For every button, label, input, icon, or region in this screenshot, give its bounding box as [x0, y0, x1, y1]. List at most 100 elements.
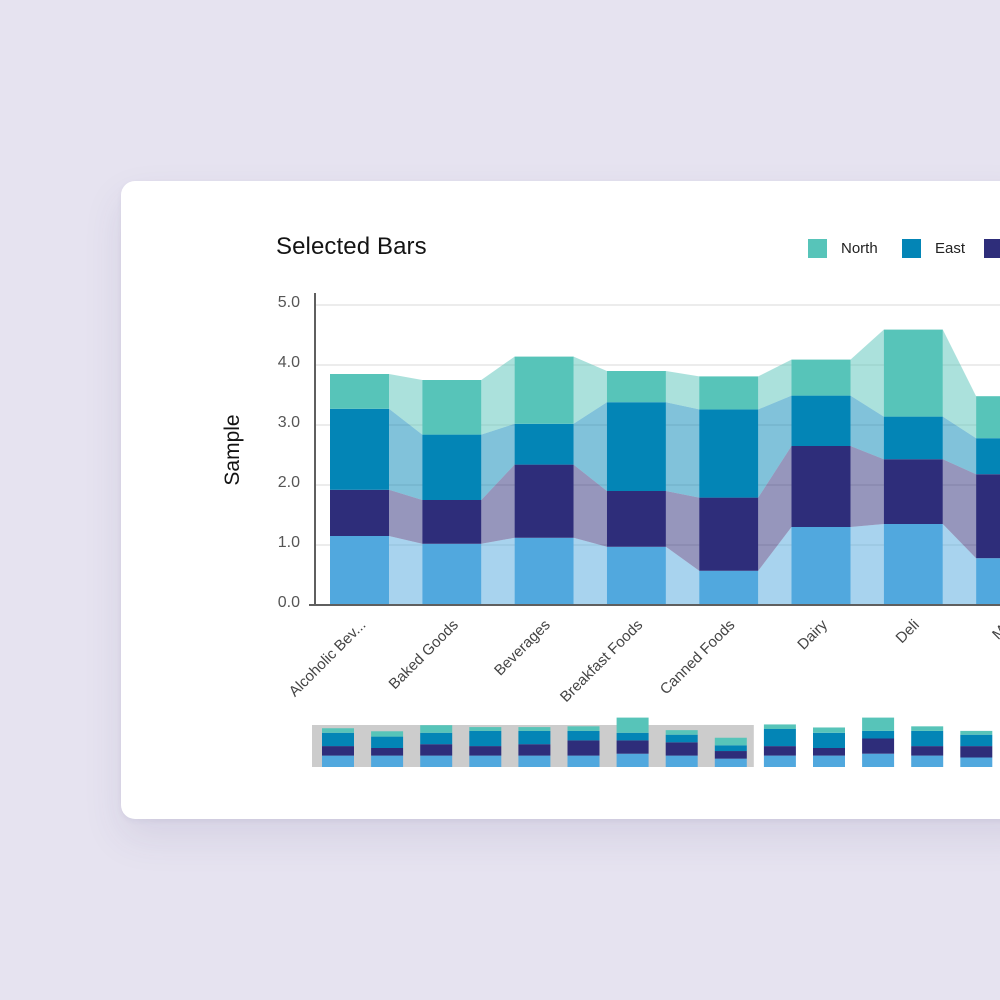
overview-bar-segment — [518, 730, 551, 745]
y-tick-label: 1.0 — [277, 534, 300, 551]
overview-bar-segment — [518, 744, 551, 756]
bar-connector — [573, 402, 607, 491]
overview-bar-segment — [763, 755, 796, 767]
overview-bar-segment — [567, 755, 600, 767]
overview-bar-segment — [616, 717, 649, 733]
overview-bar-segment — [567, 730, 600, 741]
bar-connector — [665, 491, 700, 571]
overview-bar-segment — [469, 727, 502, 731]
bar-segment — [791, 395, 851, 446]
overview-bar-segment — [469, 755, 502, 767]
bar-segment — [976, 438, 1000, 475]
bar-connector — [389, 536, 423, 605]
bar-segment — [699, 497, 759, 571]
y-tick-label: 4.0 — [277, 354, 300, 371]
bar-segment — [883, 459, 943, 524]
overview-bar-segment — [862, 730, 895, 739]
overview-bar-segment — [518, 755, 551, 767]
bar-connector — [758, 527, 792, 605]
bar-segment — [422, 380, 482, 435]
bar-connector — [758, 446, 792, 571]
bar-connector — [850, 446, 884, 527]
bar-segment — [791, 359, 851, 396]
bar-connector — [481, 537, 515, 605]
bar-segment — [976, 396, 1000, 439]
bar-segment — [791, 446, 851, 527]
bar-segment — [883, 416, 943, 460]
overview-bar-segment — [960, 757, 993, 767]
bar-segment — [514, 356, 574, 424]
legend-swatch-third-series — [984, 239, 1000, 258]
bar-segment — [330, 408, 389, 490]
bar-segment — [606, 546, 666, 605]
chart-title: Selected Bars — [276, 233, 427, 260]
bar-connector — [481, 464, 515, 544]
y-tick-label: 0.0 — [277, 594, 300, 611]
overview-bar-segment — [665, 730, 698, 735]
axes — [309, 293, 1000, 606]
overview-bar-segment — [960, 746, 993, 758]
overview-bar-segment — [322, 732, 354, 747]
overview-bar-segment — [420, 755, 453, 767]
y-tick-label: 5.0 — [277, 294, 300, 311]
bar-segment — [422, 543, 482, 605]
bar-segment — [606, 491, 666, 547]
overview-bar-segment — [714, 758, 747, 767]
bar-segment — [514, 464, 574, 538]
bar-segment — [330, 374, 389, 409]
overview-bar-segment — [322, 728, 354, 733]
bar-segment — [883, 329, 943, 417]
overview-bar-segment — [371, 736, 404, 748]
overview-bar-segment — [665, 734, 698, 743]
overview-bar-segment — [518, 727, 551, 731]
legend-swatch-east — [902, 239, 921, 258]
overview-bar-segment — [714, 737, 747, 746]
bar-connector — [389, 489, 423, 544]
overview-bar-segment — [813, 732, 845, 748]
bar-connector — [942, 459, 977, 559]
overview-navigator[interactable] — [312, 717, 993, 767]
y-tick-label: 2.0 — [277, 474, 300, 491]
bar-segment — [791, 527, 851, 605]
overview-bar-segment — [763, 746, 796, 756]
overview-bar-segment — [616, 740, 649, 754]
overview-bar-segment — [420, 725, 453, 733]
overview-bar-segment — [322, 755, 354, 767]
bar-segment — [422, 434, 482, 500]
bars — [330, 329, 1000, 605]
bar-connector — [389, 408, 423, 500]
y-axis-label: Sample — [221, 414, 244, 486]
bar-connector — [850, 395, 884, 460]
bar-connectors — [389, 329, 977, 605]
bar-segment — [330, 489, 389, 536]
overview-bar-segment — [813, 748, 845, 756]
overview-bar-segment — [911, 755, 944, 767]
bar-connector — [389, 374, 423, 435]
overview-bar-segment — [420, 744, 453, 756]
legend-label-east: East — [935, 240, 966, 257]
overview-bar-segment — [714, 751, 747, 759]
overview-bar-segment — [813, 727, 845, 733]
overview-bar-segment — [911, 730, 944, 747]
overview-bar-segment — [469, 746, 502, 756]
overview-bar-segment — [960, 730, 993, 735]
bar-connector — [573, 537, 607, 605]
overview-bar-segment — [813, 755, 845, 767]
overview-bar-segment — [665, 755, 698, 767]
overview-bar-segment — [616, 753, 649, 767]
overview-bar-segment — [322, 746, 354, 756]
overview-bar-segment — [862, 738, 895, 754]
bar-connector — [665, 402, 700, 498]
bar-connector — [573, 464, 607, 547]
overview-bar-segment — [862, 717, 895, 731]
bar-segment — [699, 376, 759, 410]
bar-connector — [665, 371, 700, 410]
legend-label-north: North — [841, 240, 878, 257]
overview-bar-segment — [665, 742, 698, 756]
overview-bar-segment — [469, 730, 502, 747]
overview-bar-segment — [371, 755, 404, 767]
bar-segment — [514, 537, 574, 605]
overview-bar-segment — [763, 724, 796, 729]
